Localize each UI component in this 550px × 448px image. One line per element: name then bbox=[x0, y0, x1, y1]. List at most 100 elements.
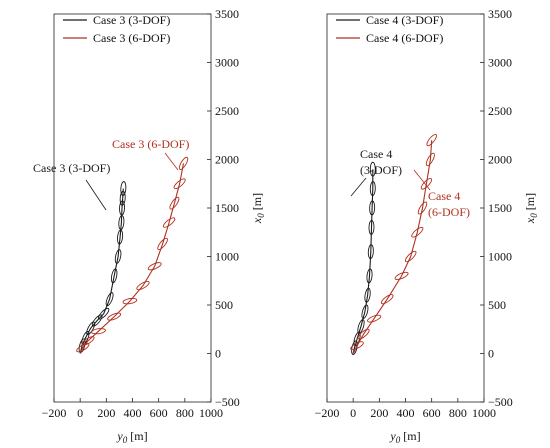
x-axis-unit: [m] bbox=[400, 429, 420, 443]
ship-marker bbox=[119, 190, 126, 206]
ship-marker bbox=[420, 178, 433, 190]
ship-marker bbox=[119, 200, 126, 216]
panel-left: −200 0 200 400 600 800 1000−500050010001500200… bbox=[33, 7, 266, 445]
x-axis-sub: 0 bbox=[396, 435, 401, 445]
ship-marker bbox=[91, 314, 103, 327]
ship-marker bbox=[136, 281, 150, 291]
ship-marker bbox=[157, 237, 168, 250]
annotation-label: Case 3 (6-DOF) bbox=[112, 137, 189, 151]
ship-marker bbox=[417, 201, 428, 215]
y-tick-label: 0 bbox=[215, 347, 221, 361]
ship-marker bbox=[367, 244, 374, 260]
annotation-label: Case 4 bbox=[428, 189, 460, 203]
ship-marker bbox=[98, 307, 110, 320]
x-tick-label: 400 bbox=[397, 406, 415, 420]
y-tick-label: −500 bbox=[215, 395, 240, 409]
annotation-label: (3-DOF) bbox=[360, 163, 402, 177]
legend-label: Case 4 (3-DOF) bbox=[366, 13, 443, 27]
x-axis-var: y bbox=[116, 429, 123, 443]
x-tick-label: 1000 bbox=[472, 406, 496, 420]
y-tick-label: 3500 bbox=[488, 7, 512, 21]
ship-marker bbox=[404, 250, 417, 263]
ship-marker bbox=[91, 328, 106, 335]
ship-marker bbox=[76, 343, 90, 353]
x-tick-label: −200 bbox=[42, 406, 67, 420]
panel-right: −200 0 200 400 600 800 1000−500050010001500200… bbox=[315, 7, 539, 445]
y-axis-unit: [m] bbox=[250, 193, 264, 213]
series-line-0 bbox=[352, 169, 374, 354]
y-tick-label: 3500 bbox=[215, 7, 239, 21]
y-tick-label: 2000 bbox=[488, 153, 512, 167]
annotation-label: (6-DOF) bbox=[428, 205, 470, 219]
ship-marker bbox=[178, 156, 189, 170]
y-tick-label: 1500 bbox=[215, 201, 239, 215]
y-axis-sub: 0 bbox=[256, 213, 266, 218]
ship-marker bbox=[120, 181, 127, 197]
ship-marker bbox=[173, 178, 186, 190]
ship-marker bbox=[147, 262, 162, 271]
y-tick-label: 1000 bbox=[488, 250, 512, 264]
y-tick-label: 1500 bbox=[488, 201, 512, 215]
x-tick-label: 800 bbox=[449, 406, 467, 420]
ship-marker bbox=[361, 304, 369, 320]
ship-marker bbox=[105, 292, 114, 307]
ship-marker bbox=[357, 328, 370, 340]
x-axis-unit: [m] bbox=[127, 429, 147, 443]
ship-marker bbox=[366, 268, 373, 284]
y-tick-label: 0 bbox=[488, 347, 494, 361]
ship-marker bbox=[162, 217, 176, 228]
legend-label: Case 3 (6-DOF) bbox=[93, 31, 170, 45]
ship-marker bbox=[169, 196, 180, 210]
ship-marker bbox=[367, 314, 382, 323]
y-tick-label: 500 bbox=[215, 298, 233, 312]
x-tick-label: 200 bbox=[370, 406, 388, 420]
ship-marker bbox=[369, 161, 376, 177]
ship-marker bbox=[114, 249, 122, 264]
ship-marker bbox=[107, 312, 122, 321]
ship-marker bbox=[425, 152, 435, 167]
y-tick-label: 2500 bbox=[215, 104, 239, 118]
x-tick-label: 600 bbox=[423, 406, 441, 420]
ship-marker bbox=[369, 200, 376, 216]
x-axis-sub: 0 bbox=[123, 435, 128, 445]
x-tick-label: 400 bbox=[124, 406, 142, 420]
y-tick-label: 3000 bbox=[215, 56, 239, 70]
y-tick-label: 3000 bbox=[488, 56, 512, 70]
annotation-label: Case 3 (3-DOF) bbox=[33, 161, 110, 175]
series-line-0 bbox=[79, 188, 124, 354]
legend-label: Case 4 (6-DOF) bbox=[366, 31, 443, 45]
x-axis-label: y0 [m] bbox=[116, 429, 147, 445]
x-tick-label: 800 bbox=[176, 406, 194, 420]
x-axis-var: y bbox=[389, 429, 396, 443]
series-line-1 bbox=[79, 163, 185, 354]
y-tick-label: 500 bbox=[488, 298, 506, 312]
x-tick-label: 0 bbox=[350, 406, 356, 420]
ship-marker bbox=[118, 215, 125, 230]
ship-marker bbox=[86, 321, 96, 336]
ship-marker bbox=[110, 268, 118, 284]
ship-marker bbox=[357, 319, 365, 334]
ship-marker bbox=[369, 181, 376, 197]
y-axis-sub: 0 bbox=[529, 213, 539, 218]
x-axis-label: y0 [m] bbox=[389, 429, 420, 445]
x-tick-label: 600 bbox=[150, 406, 168, 420]
ship-marker bbox=[81, 336, 95, 346]
y-axis-label: x0 [m] bbox=[250, 193, 266, 224]
ship-marker bbox=[368, 219, 375, 235]
annotation-leader bbox=[85, 179, 107, 211]
ship-marker bbox=[426, 133, 437, 147]
ship-marker bbox=[364, 287, 371, 303]
x-tick-label: 1000 bbox=[199, 406, 223, 420]
ship-marker bbox=[122, 297, 138, 305]
x-tick-label: 0 bbox=[77, 406, 83, 420]
ship-marker bbox=[411, 226, 424, 238]
annotation-label: Case 4 bbox=[360, 147, 392, 161]
legend-label: Case 3 (3-DOF) bbox=[93, 13, 170, 27]
x-tick-label: −200 bbox=[315, 406, 340, 420]
y-axis-var: x bbox=[523, 217, 537, 224]
ship-marker bbox=[380, 294, 394, 305]
annotation-leader bbox=[164, 152, 179, 171]
y-tick-label: 2500 bbox=[488, 104, 512, 118]
y-tick-label: 2000 bbox=[215, 153, 239, 167]
